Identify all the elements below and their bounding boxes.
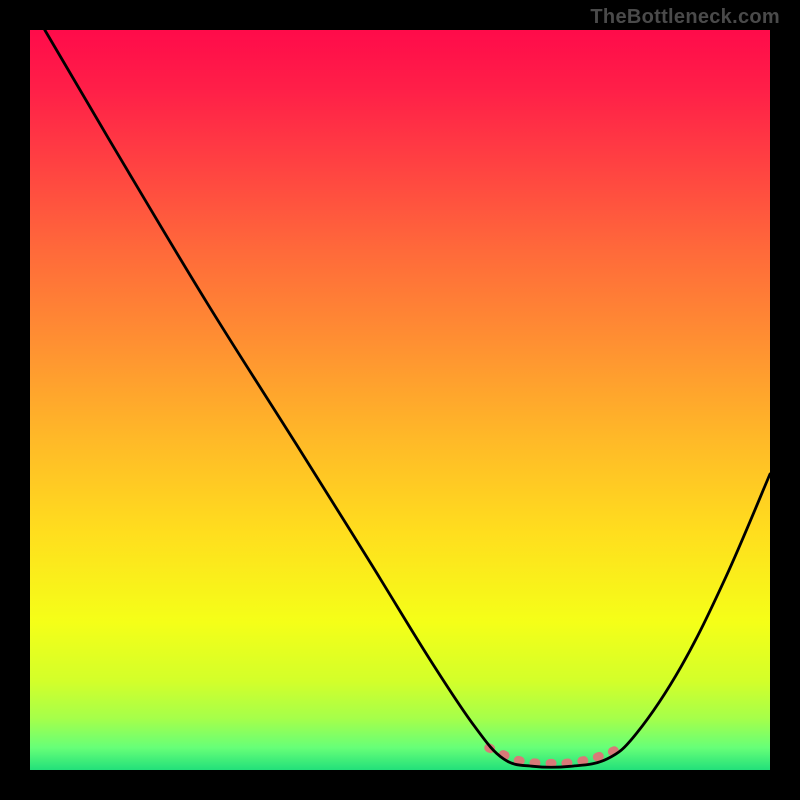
bottleneck-chart <box>0 0 800 800</box>
plot-background <box>30 30 770 770</box>
chart-container: TheBottleneck.com <box>0 0 800 800</box>
watermark-text: TheBottleneck.com <box>590 6 780 29</box>
